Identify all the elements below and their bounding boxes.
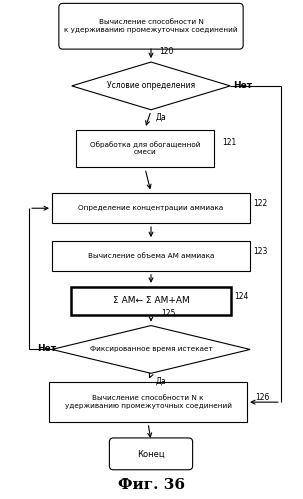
Text: Фиксированное время истекает: Фиксированное время истекает [90,346,212,352]
Text: Вычисление объема АМ аммиака: Вычисление объема АМ аммиака [88,253,214,259]
Text: 123: 123 [253,247,268,256]
Text: Да: Да [156,376,167,385]
Bar [71,287,231,315]
Text: Условие определения: Условие определения [107,81,195,90]
Text: 124: 124 [234,292,248,301]
Text: 125: 125 [161,308,175,318]
Text: Фиг. 36: Фиг. 36 [118,478,185,492]
Text: 126: 126 [255,393,269,402]
Bar [52,193,250,223]
Text: Вычисление способности N к
удерживанию промежуточных соединений: Вычисление способности N к удерживанию п… [65,395,231,409]
Text: Нет: Нет [233,81,252,90]
Text: Вычисление способности N
к удерживанию промежуточных соединений: Вычисление способности N к удерживанию п… [64,19,238,33]
Text: Σ AM← Σ AM+AM: Σ AM← Σ AM+AM [113,296,189,305]
Text: Конец: Конец [137,450,165,459]
FancyBboxPatch shape [109,438,193,470]
Bar [52,241,250,271]
Bar [49,382,247,422]
Text: Да: Да [156,113,167,122]
Text: Определение концентрации аммиака: Определение концентрации аммиака [78,205,224,211]
Bar [76,130,215,168]
Text: 122: 122 [253,199,267,208]
Text: Обработка для обогащенной
смеси: Обработка для обогащенной смеси [90,142,200,156]
Polygon shape [72,62,230,110]
FancyBboxPatch shape [59,3,243,49]
Text: 121: 121 [222,138,237,147]
Polygon shape [52,325,250,373]
Text: 120: 120 [159,47,173,56]
Text: Нет: Нет [37,344,56,353]
